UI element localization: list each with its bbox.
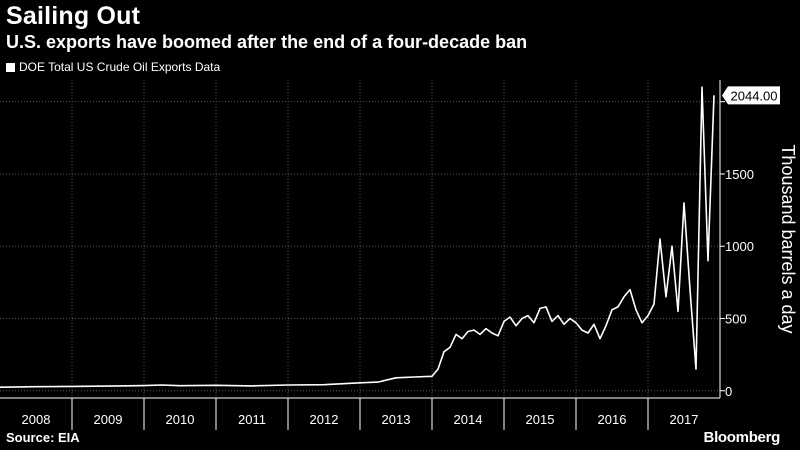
- x-tick-label: 2008: [22, 412, 51, 427]
- chart-title: Sailing Out: [6, 2, 141, 30]
- x-tick-label: 2009: [94, 412, 123, 427]
- legend-label: DOE Total US Crude Oil Exports Data: [19, 60, 221, 74]
- x-tick-label: 2016: [598, 412, 627, 427]
- y-tick-label: 500: [725, 312, 747, 327]
- series-line: [0, 86, 715, 388]
- x-tick-label: 2010: [166, 412, 195, 427]
- source-note: Source: EIA: [6, 430, 80, 445]
- legend-swatch: [6, 62, 15, 72]
- x-tick-label: 2014: [454, 412, 483, 427]
- y-tick-label: 1500: [725, 167, 754, 182]
- y-tick-label: 0: [725, 384, 732, 399]
- y-axis-title: Thousand barrels a day: [778, 144, 798, 333]
- last-value-callout: [722, 86, 780, 105]
- chart-subtitle: U.S. exports have boomed after the end o…: [6, 32, 528, 52]
- x-tick-label: 2017: [670, 412, 699, 427]
- x-tick-label: 2012: [310, 412, 339, 427]
- y-tick-label: 1000: [725, 239, 754, 254]
- brand-logo: Bloomberg: [703, 429, 781, 446]
- legend: DOE Total US Crude Oil Exports Data: [6, 60, 220, 74]
- x-tick-label: 2015: [526, 412, 555, 427]
- x-tick-label: 2011: [238, 412, 266, 427]
- x-tick-label: 2013: [382, 412, 411, 427]
- last-value-label: 2044.00: [731, 88, 778, 103]
